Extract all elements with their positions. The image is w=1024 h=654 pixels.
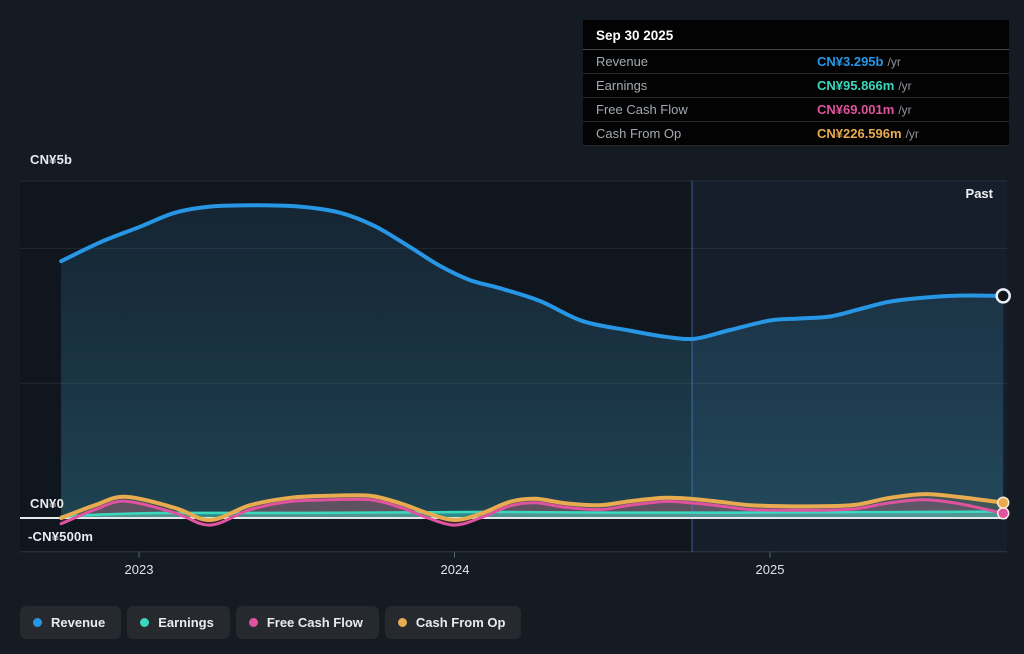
tooltip-unit: /yr: [898, 103, 912, 117]
tooltip-row-earnings: Earnings CN¥95.866m /yr: [583, 74, 1009, 98]
legend-item-revenue[interactable]: Revenue: [20, 606, 122, 639]
tooltip-row-free-cash-flow: Free Cash Flow CN¥69.001m /yr: [583, 98, 1009, 122]
tooltip-unit: /yr: [905, 127, 919, 141]
legend-label: Free Cash Flow: [266, 615, 363, 630]
tooltip-row-revenue: Revenue CN¥3.295b /yr: [583, 50, 1009, 74]
x-axis-label-2025: 2025: [755, 562, 785, 577]
tooltip-unit: /yr: [898, 79, 912, 93]
legend-item-free-cash-flow[interactable]: Free Cash Flow: [235, 606, 379, 639]
tooltip-label: Revenue: [596, 54, 649, 69]
past-region-label: Past: [965, 186, 993, 201]
chart-tooltip: Sep 30 2025 Revenue CN¥3.295b /yr Earnin…: [583, 20, 1009, 146]
revenue-dot-icon: [33, 618, 42, 627]
tooltip-value: CN¥69.001m: [817, 102, 895, 117]
tooltip-value: CN¥95.866m: [817, 78, 895, 93]
tooltip-label: Free Cash Flow: [596, 102, 688, 117]
legend-label: Earnings: [158, 615, 214, 630]
tooltip-date: Sep 30 2025: [583, 20, 1009, 50]
y-axis-label-5b: CN¥5b: [30, 152, 73, 167]
y-axis-label-zero: CN¥0: [30, 496, 65, 511]
legend-item-earnings[interactable]: Earnings: [127, 606, 230, 639]
free-cash-flow-dot-icon: [248, 618, 258, 627]
tooltip-value: CN¥226.596m: [817, 126, 902, 141]
legend-label: Cash From Op: [415, 615, 506, 630]
x-axis-label-2024: 2024: [440, 562, 470, 577]
tooltip-row-cash-from-op: Cash From Op CN¥226.596m /yr: [583, 122, 1009, 146]
cash-from-op-dot-icon: [397, 618, 407, 627]
tooltip-label: Cash From Op: [596, 126, 682, 141]
tooltip-unit: /yr: [887, 55, 901, 69]
legend-label: Revenue: [51, 615, 106, 630]
earnings-dot-icon: [140, 618, 150, 627]
legend-item-cash-from-op[interactable]: Cash From Op: [384, 606, 522, 639]
tooltip-value: CN¥3.295b: [817, 54, 884, 69]
chart-legend: Revenue Earnings Free Cash Flow Cash Fro…: [20, 606, 522, 639]
tooltip-label: Earnings: [596, 78, 648, 93]
y-axis-label-neg500m: -CN¥500m: [28, 529, 94, 544]
x-axis-label-2023: 2023: [124, 562, 154, 577]
